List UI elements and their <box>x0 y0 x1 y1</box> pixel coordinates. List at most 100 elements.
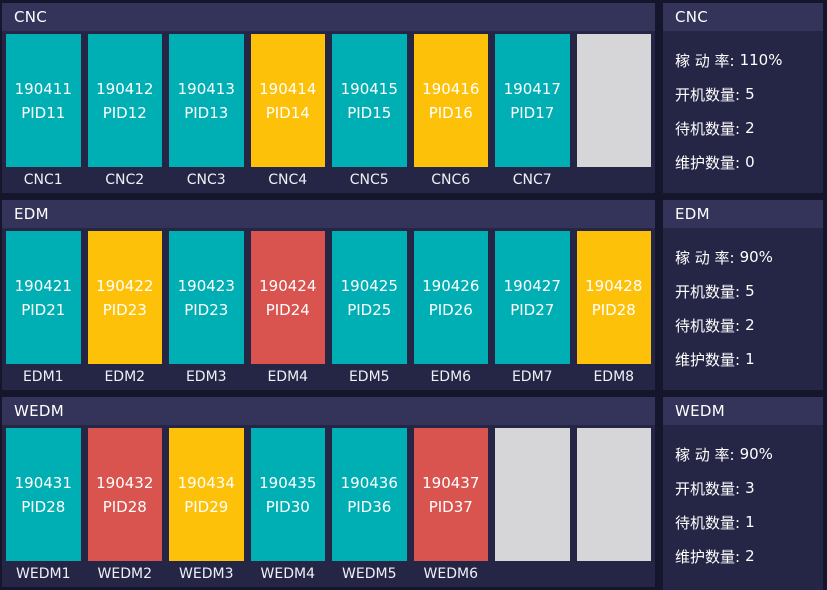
section-wedm: WEDM 190431 PID28 WEDM1 190432 PID28 WEDM2 190… <box>2 397 655 587</box>
machine-pid: PID28 <box>102 497 147 516</box>
machine-tile[interactable]: 190426 PID26 <box>413 231 488 364</box>
machine-tile[interactable]: 190413 PID13 <box>169 34 244 167</box>
stat-standby-count: 待机数量: 2 <box>675 111 811 145</box>
wedm-machine-grid: 190431 PID28 WEDM1 190432 PID28 WEDM2 190434 PI… <box>2 425 655 587</box>
stat-label: 开机数量: <box>675 85 741 104</box>
stat-label: 待机数量: <box>675 316 741 335</box>
machine-tile[interactable]: 190424 PID24 <box>250 231 325 364</box>
stat-label: 维护数量: <box>675 153 741 172</box>
machine-pid: PID28 <box>21 497 66 516</box>
machine-code: 190431 <box>14 473 72 492</box>
machine-column: 190428 PID28 EDM8 <box>576 231 651 390</box>
machine-tile[interactable]: 190432 PID28 <box>87 428 162 561</box>
cnc-machine-grid: 190411 PID11 CNC1 190412 PID12 CNC2 190413 PID1… <box>2 31 655 193</box>
stat-standby-count: 待机数量: 1 <box>675 505 811 539</box>
machine-column: 190431 PID28 WEDM1 <box>6 428 81 587</box>
stat-value: 5 <box>745 85 755 103</box>
section-wedm-title: WEDM <box>14 402 65 420</box>
machine-label: EDM6 <box>430 369 472 385</box>
machine-column: 190437 PID37 WEDM6 <box>413 428 488 587</box>
machine-tile[interactable]: 190417 PID17 <box>495 34 570 167</box>
machine-pid: PID12 <box>102 103 147 122</box>
machine-code: 190416 <box>422 79 480 98</box>
machine-code: 190413 <box>177 79 235 98</box>
machine-label: CNC7 <box>512 172 552 188</box>
panel-cnc-header: CNC <box>663 3 823 31</box>
machine-pid: PID29 <box>184 497 229 516</box>
machine-tile[interactable]: 190425 PID25 <box>332 231 407 364</box>
machine-pid: PID24 <box>265 300 310 319</box>
machine-column: 190425 PID25 EDM5 <box>332 231 407 390</box>
machine-tile[interactable]: 190423 PID23 <box>169 231 244 364</box>
machine-tile[interactable]: 190412 PID12 <box>87 34 162 167</box>
panel-cnc: CNC 稼 动 率: 110% 开机数量: 5 待机数量: 2 维护数量: 0 <box>663 3 823 193</box>
machine-tile[interactable]: 190414 PID14 <box>250 34 325 167</box>
panel-wedm-header: WEDM <box>663 397 823 425</box>
panel-cnc-stats: 稼 动 率: 110% 开机数量: 5 待机数量: 2 维护数量: 0 <box>663 31 823 179</box>
machine-column: 190413 PID13 CNC3 <box>169 34 244 193</box>
machine-tile[interactable]: 190415 PID15 <box>332 34 407 167</box>
machine-pid: PID28 <box>591 300 636 319</box>
stat-label: 开机数量: <box>675 282 741 301</box>
machine-code: 190434 <box>177 473 235 492</box>
machine-label <box>495 561 570 587</box>
machine-label: WEDM5 <box>342 566 397 582</box>
machine-column: 190422 PID23 EDM2 <box>87 231 162 390</box>
section-edm-header: EDM <box>2 200 655 228</box>
machine-column: 190432 PID28 WEDM2 <box>87 428 162 587</box>
machine-code: 190425 <box>340 276 398 295</box>
machine-pid: PID11 <box>21 103 66 122</box>
machine-tile[interactable]: 190428 PID28 <box>576 231 651 364</box>
machine-pid: PID21 <box>21 300 66 319</box>
machine-column: 190427 PID27 EDM7 <box>495 231 570 390</box>
machine-pid: PID23 <box>102 300 147 319</box>
machine-tile[interactable]: 190421 PID21 <box>6 231 81 364</box>
panel-wedm-stats: 稼 动 率: 90% 开机数量: 3 待机数量: 1 维护数量: 2 <box>663 425 823 573</box>
section-wedm-header: WEDM <box>2 397 655 425</box>
machine-pid: PID23 <box>184 300 229 319</box>
stat-label: 维护数量: <box>675 350 741 369</box>
machine-tile[interactable]: 190431 PID28 <box>6 428 81 561</box>
machine-column: 190424 PID24 EDM4 <box>250 231 325 390</box>
machine-column <box>576 34 651 193</box>
stat-value: 3 <box>745 479 755 497</box>
stat-label: 稼 动 率: <box>675 51 735 70</box>
machine-tile[interactable]: 190422 PID23 <box>87 231 162 364</box>
machine-tile[interactable]: 190437 PID37 <box>413 428 488 561</box>
panel-edm-title: EDM <box>675 205 710 223</box>
panel-wedm-title: WEDM <box>675 402 726 420</box>
machine-column <box>495 428 570 587</box>
stat-value: 1 <box>745 350 755 368</box>
stat-value: 1 <box>745 513 755 531</box>
machine-column: 190411 PID11 CNC1 <box>6 34 81 193</box>
stat-utilization: 稼 动 率: 90% <box>675 437 811 471</box>
stat-maintenance-count: 维护数量: 0 <box>675 145 811 179</box>
stat-maintenance-count: 维护数量: 1 <box>675 342 811 376</box>
edm-machine-grid: 190421 PID21 EDM1 190422 PID23 EDM2 190423 PID2… <box>2 228 655 390</box>
machine-pid: PID37 <box>428 497 473 516</box>
machine-code: 190432 <box>96 473 154 492</box>
machine-label: WEDM3 <box>179 566 234 582</box>
machine-code: 190423 <box>177 276 235 295</box>
machine-tile[interactable]: 190435 PID30 <box>250 428 325 561</box>
machine-tile[interactable]: 190436 PID36 <box>332 428 407 561</box>
machine-pid: PID36 <box>347 497 392 516</box>
machine-label: CNC1 <box>23 172 63 188</box>
machine-label: CNC2 <box>105 172 145 188</box>
machine-label: EDM2 <box>104 369 146 385</box>
machine-tile[interactable]: 190434 PID29 <box>169 428 244 561</box>
machine-code: 190436 <box>340 473 398 492</box>
machine-label: EDM7 <box>511 369 553 385</box>
stat-running-count: 开机数量: 3 <box>675 471 811 505</box>
machine-tile[interactable]: 190427 PID27 <box>495 231 570 364</box>
machine-code: 190428 <box>585 276 643 295</box>
stat-value: 2 <box>745 316 755 334</box>
stat-running-count: 开机数量: 5 <box>675 77 811 111</box>
machine-code: 190427 <box>503 276 561 295</box>
machine-tile[interactable]: 190411 PID11 <box>6 34 81 167</box>
machine-code: 190421 <box>14 276 72 295</box>
machine-label: EDM1 <box>22 369 64 385</box>
machine-tile[interactable]: 190416 PID16 <box>413 34 488 167</box>
machine-code: 190424 <box>259 276 317 295</box>
